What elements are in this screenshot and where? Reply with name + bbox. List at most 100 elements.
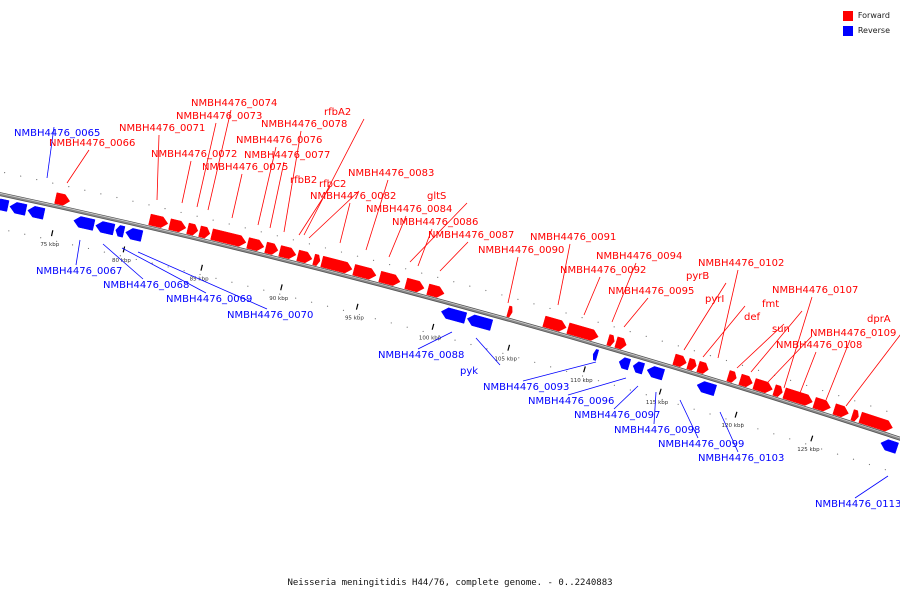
kbp-tick-label: 75 kbp <box>40 242 59 248</box>
forward-gene-label: def <box>744 312 761 323</box>
ruler-dot <box>868 463 871 466</box>
forward-gene-arrow <box>782 387 813 406</box>
forward-gene-label: NMBH4476_0077 <box>244 150 330 161</box>
ruler-dot <box>741 423 743 425</box>
forward-gene-label: NMBH4476_0072 <box>151 149 237 160</box>
reverse-leader-line <box>46 126 55 179</box>
reverse-leader-line <box>475 337 501 366</box>
ruler-dot <box>518 357 520 359</box>
forward-gene-arrow <box>812 397 831 412</box>
reverse-gene-arrow <box>27 206 46 220</box>
forward-leader-line <box>207 109 232 211</box>
reverse-gene-arrow <box>0 198 10 212</box>
kbp-tick <box>810 435 814 442</box>
forward-leader-line <box>623 297 649 328</box>
ruler-dot <box>565 312 567 314</box>
forward-leader-line <box>365 179 389 251</box>
forward-gene-arrow <box>168 218 187 233</box>
forward-gene-arrow <box>186 222 199 236</box>
ruler-dot <box>421 272 423 274</box>
forward-gene-label: NMBH4476_0102 <box>698 258 784 269</box>
ruler-dot <box>438 335 440 337</box>
forward-gene-arrow <box>198 225 211 239</box>
forward-gene-arrow <box>672 353 687 368</box>
kbp-tick <box>200 264 203 271</box>
ruler-dot <box>40 237 42 239</box>
reverse-gene-label: NMBH4476_0098 <box>614 425 700 436</box>
forward-gene-arrow <box>54 192 71 206</box>
forward-gene-label: sun <box>772 324 790 335</box>
forward-gene-arrow <box>210 228 247 247</box>
reverse-leader-line <box>567 377 627 396</box>
forward-gene-arrow <box>850 409 859 422</box>
forward-leader-line <box>799 351 817 394</box>
ruler-dot <box>884 469 886 471</box>
kbp-tick-label: 120 kbp <box>722 423 745 429</box>
ruler-dot <box>356 255 359 257</box>
forward-leader-line <box>683 282 727 351</box>
ruler-dot <box>852 458 855 460</box>
reverse-gene-arrow <box>618 357 632 371</box>
ruler-dot <box>661 340 663 342</box>
forward-gene-arrow <box>506 305 513 318</box>
kbp-tick <box>507 344 511 351</box>
reverse-gene-arrow <box>696 381 718 397</box>
ruler-dot <box>422 330 424 333</box>
ruler-dot <box>183 270 185 272</box>
ruler-dot <box>597 380 600 382</box>
ruler-dot <box>470 343 472 346</box>
forward-leader-line <box>750 310 803 373</box>
forward-leader-line <box>339 202 351 244</box>
ruler-dot <box>20 175 22 177</box>
ruler-dot <box>693 350 695 352</box>
forward-gene-arrow <box>378 270 401 286</box>
reverse-gene-label: NMBH4476_0096 <box>528 396 614 407</box>
ruler-dot <box>135 258 137 261</box>
ruler-dot <box>709 354 712 357</box>
reverse-gene-label: NMBH4476_0097 <box>574 410 660 421</box>
forward-gene-arrow <box>320 255 353 274</box>
ruler-dot <box>358 313 361 316</box>
ruler-dot <box>326 305 329 307</box>
ruler-dot <box>486 348 488 350</box>
ruler-dot <box>24 233 26 235</box>
forward-gene-label: NMBH4476_0092 <box>560 265 646 276</box>
reverse-gene-arrow <box>9 202 28 216</box>
ruler-dot <box>454 339 456 341</box>
forward-gene-label: NMBH4476_0087 <box>428 230 514 241</box>
kbp-tick <box>431 323 435 330</box>
ruler-dot <box>549 307 551 310</box>
ruler-dot <box>757 428 759 430</box>
ruler-dot <box>533 303 535 305</box>
reverse-leader-line <box>137 251 268 310</box>
reverse-gene-label: NMBH4476_0113 <box>815 499 900 510</box>
ruler-dot <box>231 281 233 283</box>
forward-gene-arrow <box>264 241 279 255</box>
forward-gene-label: NMBH4476_0090 <box>478 245 564 256</box>
ruler-dot <box>310 301 313 303</box>
ruler-dot <box>244 227 246 229</box>
ruler-dot <box>645 335 647 337</box>
ruler-dot <box>709 413 711 415</box>
reverse-gene-arrow <box>95 221 116 236</box>
ruler-dot <box>806 384 808 387</box>
legend: Forward Reverse <box>842 8 890 38</box>
forward-leader-line <box>611 262 637 323</box>
reverse-gene-label: NMBH4476_0088 <box>378 350 464 361</box>
forward-gene-label: NMBH4476_0078 <box>261 119 347 130</box>
forward-gene-label: NMBH4476_0107 <box>772 285 858 296</box>
reverse-leader-line <box>75 239 81 266</box>
ruler-dot <box>836 453 839 455</box>
ruler-dot <box>372 259 375 261</box>
forward-gene-arrow <box>686 357 697 371</box>
reverse-gene-arrow <box>592 349 600 361</box>
ruler-dot <box>437 276 439 278</box>
forward-leader-line <box>283 130 302 233</box>
kbp-tick <box>658 388 662 395</box>
ruler-dot <box>629 389 631 391</box>
ruler-dot <box>677 345 679 347</box>
forward-gene-label: NMBH4476_0066 <box>49 138 135 149</box>
ruler-dot <box>340 251 343 253</box>
reverse-gene-label: pyk <box>460 366 478 377</box>
kbp-tick-label: 100 kbp <box>419 335 442 341</box>
